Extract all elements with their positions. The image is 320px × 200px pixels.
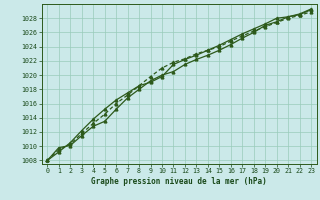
X-axis label: Graphe pression niveau de la mer (hPa): Graphe pression niveau de la mer (hPa) [91, 177, 267, 186]
